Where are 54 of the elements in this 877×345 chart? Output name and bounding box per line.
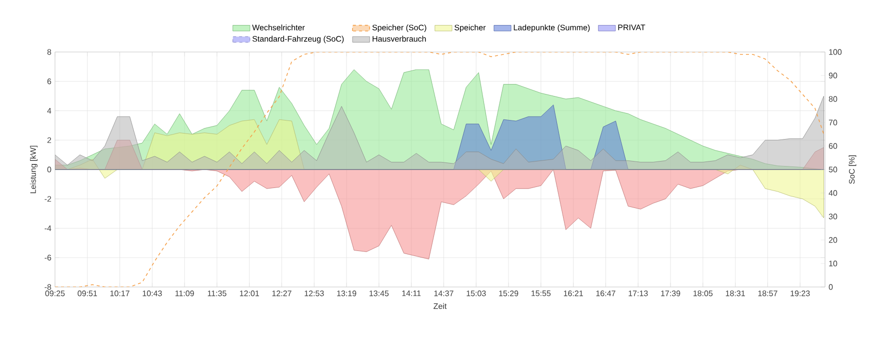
x-tick-label: 13:19 xyxy=(337,290,356,296)
y2-tick-label: 0 xyxy=(828,284,833,290)
y2-tick-label: 20 xyxy=(828,237,838,243)
x-tick-label: 15:29 xyxy=(499,290,518,296)
y-tick-label: 0 xyxy=(47,166,52,172)
y-axis-title: Leistung [kW] xyxy=(30,146,38,194)
y-tick-label: 2 xyxy=(47,137,52,143)
legend-label: Speicher (SoC) xyxy=(372,24,426,32)
x-tick-label: 12:53 xyxy=(304,290,324,296)
x-tick-label: 14:37 xyxy=(434,290,454,296)
x-tick-label: 09:25 xyxy=(45,290,65,296)
x-tick-label: 12:01 xyxy=(240,290,259,296)
x-tick-label: 17:13 xyxy=(628,290,648,296)
x-tick-label: 16:47 xyxy=(596,290,616,296)
y-tick-label: -6 xyxy=(44,254,52,260)
y2-tick-label: 90 xyxy=(828,72,838,78)
x-tick-label: 10:17 xyxy=(110,290,130,296)
y-tick-label: -4 xyxy=(44,225,52,231)
x-tick-label: 10:43 xyxy=(142,290,162,296)
x-tick-label: 18:31 xyxy=(726,290,745,296)
x-tick-label: 11:35 xyxy=(208,290,226,296)
y2-tick-label: 30 xyxy=(828,214,838,220)
x-tick-label: 15:03 xyxy=(466,290,486,296)
y-tick-label: -2 xyxy=(44,196,52,202)
x-tick-label: 14:11 xyxy=(402,290,421,296)
y-tick-label: 8 xyxy=(47,49,52,55)
legend-label: Standard-Fahrzeug (SoC) xyxy=(252,36,344,44)
y-tick-label: 6 xyxy=(47,78,52,84)
legend-label: Speicher xyxy=(454,24,486,32)
x-tick-label: 16:21 xyxy=(564,290,583,296)
legend-label: Ladepunkte (Summe) xyxy=(514,24,590,32)
y2-tick-label: 80 xyxy=(828,96,838,102)
y2-axis-title: SoC [%] xyxy=(848,155,856,184)
x-tick-label: 19:23 xyxy=(790,290,810,296)
x-tick-label: 12:27 xyxy=(272,290,292,296)
legend-label: PRIVAT xyxy=(618,24,646,30)
x-tick-label: 11:09 xyxy=(175,290,194,296)
x-tick-label: 17:39 xyxy=(661,290,680,296)
y-tick-label: 4 xyxy=(47,108,52,114)
legend-label: Hausverbrauch xyxy=(372,36,426,42)
x-tick-label: 15:55 xyxy=(532,290,551,296)
y2-tick-label: 70 xyxy=(828,120,838,126)
y-tick-label: -8 xyxy=(44,284,52,290)
x-tick-label: 18:05 xyxy=(694,290,713,296)
x-tick-label: 09:51 xyxy=(78,290,98,296)
x-tick-label: 13:45 xyxy=(370,290,389,296)
y2-tick-label: 50 xyxy=(828,166,838,172)
y2-tick-label: 10 xyxy=(829,260,838,266)
x-axis-title: Zeit xyxy=(434,303,447,309)
y2-tick-label: 60 xyxy=(828,143,838,149)
y2-tick-label: 40 xyxy=(828,190,838,196)
x-tick-label: 18:57 xyxy=(758,290,778,296)
y2-tick-label: 100 xyxy=(829,49,842,55)
legend-label: Wechselrichter xyxy=(252,24,305,30)
